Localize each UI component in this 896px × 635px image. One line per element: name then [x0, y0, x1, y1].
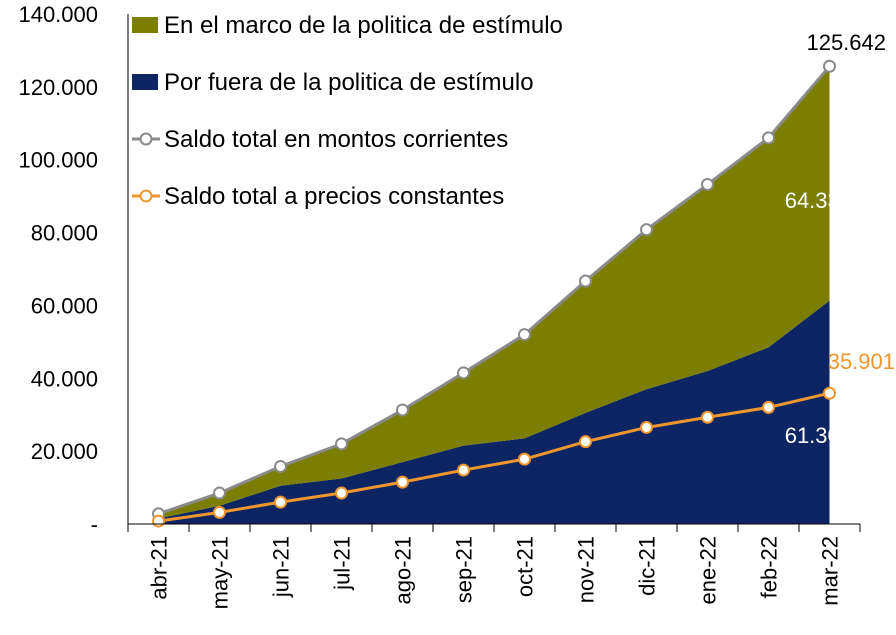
x-tick-label: sep-21 [452, 536, 477, 603]
line-series-0 [158, 65, 831, 516]
line-series-1-point-3 [335, 486, 348, 500]
line-series-1-point-4 [396, 475, 409, 489]
legend-label: Saldo total a precios constantes [164, 183, 504, 210]
legend-item-0: En el marco de la politica de estímulo [132, 12, 563, 39]
line-series-0-point-6 [518, 328, 531, 342]
x-tick-label: nov-21 [574, 536, 599, 603]
legend-swatch [132, 17, 158, 33]
y-tick-label: 80.000 [31, 221, 98, 246]
legend-label: Saldo total en montos corrientes [164, 126, 508, 153]
x-tick-label: oct-21 [513, 536, 538, 597]
line-series-0-point-3 [335, 437, 348, 451]
data-label-2: 35.901 [828, 349, 895, 374]
legend-marker [139, 189, 153, 203]
line-series-1-point-6 [518, 452, 531, 466]
line-series-0-point-5 [457, 366, 470, 380]
legend-swatch [132, 74, 158, 90]
area-layer [158, 66, 830, 524]
x-tick-label: jun-21 [269, 536, 294, 598]
legend-item-1: Por fuera de la politica de estímulo [132, 69, 534, 96]
legend-item-3: Saldo total a precios constantes [132, 183, 504, 210]
line-series-0-point-8 [640, 223, 653, 237]
line-series-0-point-11 [823, 59, 836, 73]
x-tick-label: dic-21 [635, 536, 660, 596]
annotations: 125.642 64.335 35.901 61.307 [785, 30, 895, 448]
x-tick-label: may-21 [208, 536, 233, 609]
line-series-1-point-10 [762, 400, 775, 414]
x-tick-label: jul-21 [330, 536, 355, 591]
y-tick-label: 140.000 [18, 2, 98, 27]
legend-label: En el marco de la politica de estímulo [164, 12, 563, 39]
line-series-1-point-7 [579, 435, 592, 449]
x-tick-label: mar-22 [818, 536, 843, 606]
x-tick-label: ene-22 [696, 536, 721, 605]
line-series-0-point-9 [701, 177, 714, 191]
x-tick-label: ago-21 [391, 536, 416, 605]
line-series-1-point-9 [701, 410, 714, 424]
y-tick-label: - [91, 512, 98, 537]
line-series-1-point-0 [152, 514, 165, 528]
line-series-1-point-5 [457, 463, 470, 477]
line-series-1 [158, 391, 830, 523]
line-series-1-point-8 [640, 420, 653, 434]
x-tick-label: feb-22 [757, 536, 782, 598]
y-tick-label: 40.000 [31, 366, 98, 391]
data-label-1: 64.335 [785, 188, 852, 213]
x-tick-label: abr-21 [147, 536, 172, 600]
line-series-1-point-2 [274, 495, 287, 509]
data-label-0: 125.642 [806, 30, 886, 55]
line-series-1-point-1 [213, 505, 226, 519]
line-series-1-point-11 [823, 386, 836, 400]
y-tick-label: 100.000 [18, 148, 98, 173]
legend: En el marco de la politica de estímulo Po… [132, 12, 563, 210]
line-series-0-point-4 [396, 403, 409, 417]
line-series-0-point-10 [762, 131, 775, 145]
axes: - 20.000 40.000 60.000 80.000 100.000 120.000 1… [18, 2, 861, 609]
y-tick-label: 20.000 [31, 439, 98, 464]
line-series-0-point-1 [213, 486, 226, 500]
y-tick-label: 60.000 [31, 293, 98, 318]
area-series-1 [158, 66, 830, 519]
y-tick-label: 120.000 [18, 75, 98, 100]
data-label-3: 61.307 [785, 423, 852, 448]
line-layer [152, 59, 836, 528]
legend-marker [139, 132, 153, 146]
area-series-0 [158, 300, 830, 524]
legend-label: Por fuera de la politica de estímulo [164, 69, 534, 96]
legend-item-2: Saldo total en montos corrientes [132, 126, 508, 153]
line-series-0-point-2 [274, 459, 287, 473]
line-series-0-point-7 [579, 274, 592, 288]
